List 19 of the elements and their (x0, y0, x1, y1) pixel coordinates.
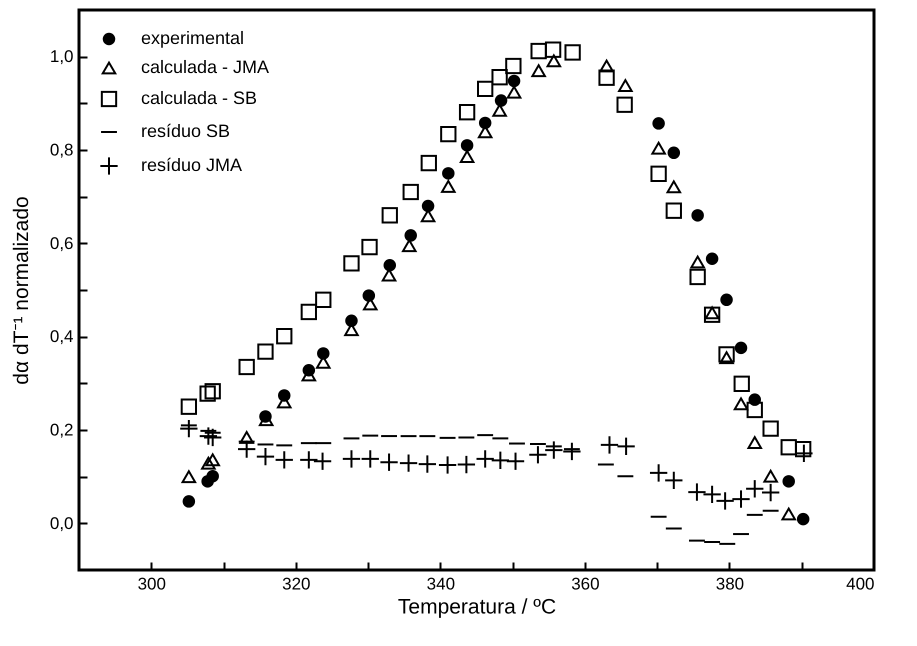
y-tick-label: 1,0 (50, 47, 74, 66)
x-axis-title: Temperatura / ºC (398, 596, 556, 618)
x-tick-label: 300 (138, 574, 166, 594)
x-tick-label: 340 (426, 574, 456, 594)
y-tick-label: 0,8 (50, 140, 74, 160)
x-tick-label: 360 (571, 574, 600, 594)
legend-label: resíduo JMA (141, 155, 242, 175)
y-tick-label: 0,4 (50, 327, 74, 346)
legend-label: calculada - JMA (141, 57, 270, 77)
y-axis-title: dα dT⁻¹ normalizado (10, 196, 33, 385)
legend-label: resíduo SB (141, 121, 230, 141)
y-tick-label: 0,2 (50, 420, 74, 440)
x-tick-label: 320 (282, 574, 311, 594)
x-tick-label: 380 (716, 574, 744, 594)
x-tick-label: 400 (846, 574, 874, 594)
y-tick-label: 0,0 (50, 514, 74, 533)
y-tick-label: 0,6 (50, 234, 74, 253)
legend-label: experimental (141, 28, 244, 48)
legend-label: calculada - SB (141, 88, 258, 108)
